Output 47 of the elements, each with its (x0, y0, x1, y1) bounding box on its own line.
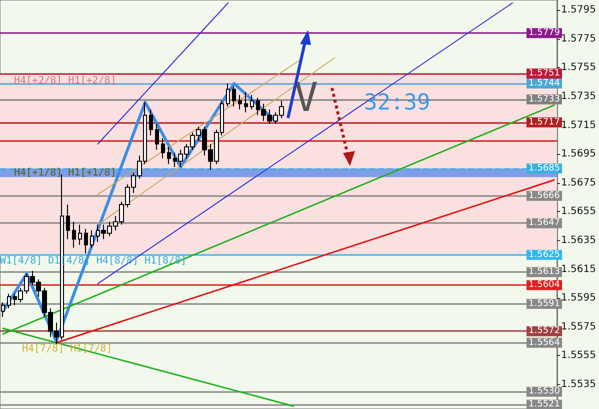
ref-line-label: 1.5613 (528, 267, 560, 278)
ref-line-label: 1.5666 (528, 190, 560, 201)
candlestick (250, 94, 254, 110)
ref-line-label: 1.5604 (528, 280, 560, 290)
ref-line-label: 1.5744 (528, 78, 560, 89)
y-tick-label: 1.5615 (561, 264, 596, 275)
candlestick (66, 204, 70, 240)
annotation: H4[+1/8] H1[+1/8] (14, 168, 116, 178)
ref-line-label: 1.5751 (528, 68, 560, 78)
ref-line-label: 1.5530 (528, 386, 560, 397)
candlestick (90, 230, 94, 248)
candlestick (1, 302, 5, 318)
y-tick-label: 1.5675 (561, 177, 596, 188)
ref-line-label: 1.5521 (528, 400, 560, 409)
y-tick-label: 1.5655 (561, 206, 596, 218)
candlestick (7, 293, 11, 309)
candlestick (78, 224, 82, 246)
ref-line-label: 1.5733 (528, 94, 560, 104)
candlestick (161, 138, 165, 159)
candlestick (238, 94, 242, 110)
y-tick-label: 1.5535 (561, 379, 596, 390)
candlestick (167, 146, 171, 165)
ref-line-label: 1.5564 (528, 338, 560, 348)
y-tick-label: 1.5715 (561, 120, 596, 131)
y-tick-label: 1.5735 (561, 90, 596, 102)
y-tick-label: 1.5795 (561, 4, 596, 16)
ref-line-label: 1.5717 (528, 117, 560, 128)
candlestick (226, 83, 230, 108)
candlestick (155, 123, 159, 150)
y-tick-label: 1.5695 (561, 148, 596, 160)
y-tick-label: 1.5755 (561, 62, 596, 74)
ref-line-label: 1.5591 (528, 298, 560, 309)
y-tick-label: 1.5575 (561, 321, 596, 332)
y-tick-label: 1.5595 (561, 292, 596, 304)
ref-line-label: 1.5625 (528, 250, 560, 260)
candlestick (244, 92, 248, 113)
y-tick-label: 1.5775 (561, 33, 596, 44)
candlestick (72, 221, 76, 248)
ref-line-label: 1.5685 (528, 163, 560, 174)
candlestick (84, 228, 88, 254)
candlestick (149, 108, 153, 136)
y-tick-label: 1.5635 (561, 235, 596, 246)
ref-line-label: 1.5572 (528, 326, 560, 336)
ref-line-label: 1.5647 (528, 218, 560, 228)
ref-line-label: 1.5779 (528, 28, 560, 38)
y-tick-label: 1.5555 (561, 350, 596, 362)
candlestick (232, 86, 236, 108)
